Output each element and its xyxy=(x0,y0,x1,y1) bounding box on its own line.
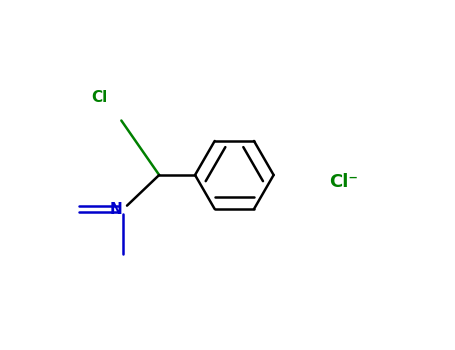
Text: Cl: Cl xyxy=(91,90,108,105)
Text: N: N xyxy=(110,202,123,217)
Text: Cl⁻: Cl⁻ xyxy=(329,173,358,191)
